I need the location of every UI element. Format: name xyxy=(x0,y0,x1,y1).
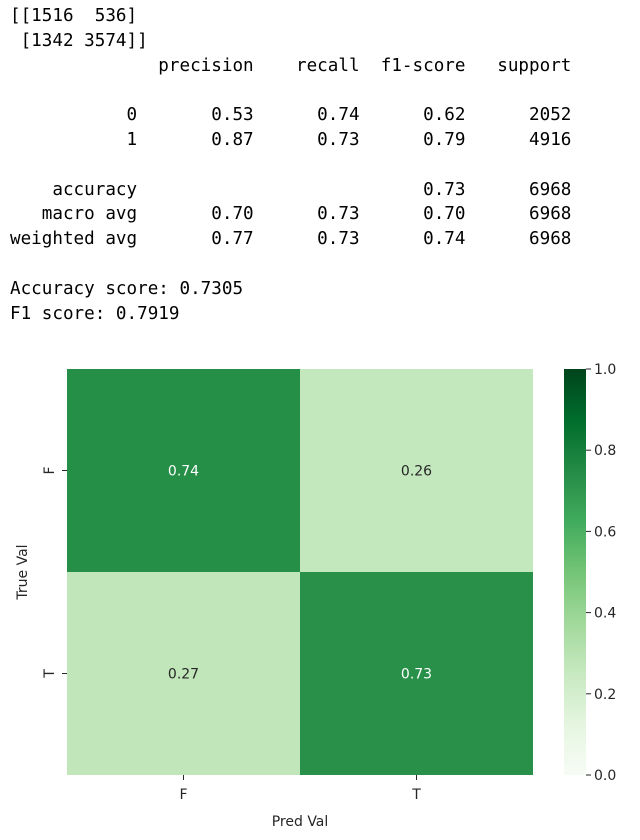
console-line: 1 0.87 0.73 0.79 4916 xyxy=(10,129,572,150)
heatmap-cell xyxy=(67,572,300,775)
heatmap-cell xyxy=(67,369,300,572)
cell-value-label: 0.74 xyxy=(168,464,199,480)
colorbar-tick-label: 1.0 xyxy=(594,362,616,378)
console-line: accuracy 0.73 6968 xyxy=(10,179,572,200)
colorbar-tick-label: 0.6 xyxy=(594,524,616,540)
x-tick-label: T xyxy=(411,787,421,803)
x-axis-title: Pred Val xyxy=(272,814,329,830)
console-line: precision recall f1-score support xyxy=(10,55,572,76)
y-axis: FT xyxy=(42,466,67,679)
heatmap-cells xyxy=(67,369,533,775)
cell-value-label: 0.27 xyxy=(168,667,199,683)
cell-value-label: 0.73 xyxy=(401,667,432,683)
colorbar-tick-label: 0.0 xyxy=(594,768,616,784)
console-line xyxy=(10,252,571,277)
console-line: [[1516 536] xyxy=(10,6,138,26)
heatmap-cell-labels: 0.74 0.26 0.27 0.73 xyxy=(168,464,432,683)
console-line xyxy=(10,78,571,103)
console-line: macro avg 0.70 0.73 0.70 6968 xyxy=(10,204,572,225)
colorbar-tick-label: 0.8 xyxy=(594,443,616,459)
cell-value-label: 0.26 xyxy=(401,464,432,480)
y-tick-label: T xyxy=(42,669,58,679)
heatmap-cell xyxy=(300,369,533,572)
x-tick-label: F xyxy=(179,787,187,803)
console-line: 0 0.53 0.74 0.62 2052 xyxy=(10,105,572,126)
console-output: [[1516 536] [1342 3574]] precision recal… xyxy=(10,4,571,326)
console-line: F1 score: 0.7919 xyxy=(10,303,180,324)
console-line: [1342 3574]] xyxy=(10,30,148,51)
console-line xyxy=(10,153,571,178)
colorbar-tick-label: 0.4 xyxy=(594,606,616,622)
y-tick-label: F xyxy=(42,466,58,474)
colorbar-ticks: 0.0 0.2 0.4 0.6 0.8 1.0 xyxy=(586,362,616,784)
heatmap-cell xyxy=(300,572,533,775)
console-line: Accuracy score: 0.7305 xyxy=(10,278,244,299)
colorbar xyxy=(564,369,586,775)
y-axis-title: True Val xyxy=(15,544,31,600)
console-line: weighted avg 0.77 0.73 0.74 6968 xyxy=(10,229,572,250)
colorbar-tick-label: 0.2 xyxy=(594,687,616,703)
